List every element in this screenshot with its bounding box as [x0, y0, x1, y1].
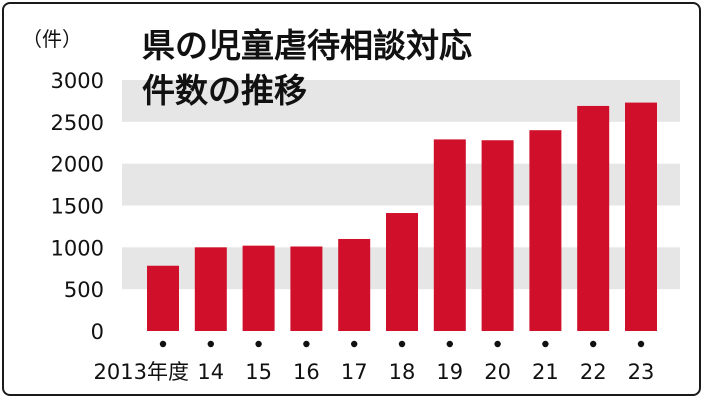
category-dot-marker	[494, 340, 501, 348]
bar	[529, 130, 562, 331]
y-tick-label: 1000	[51, 236, 104, 260]
bar	[433, 139, 466, 331]
category-dot-marker	[637, 340, 645, 348]
x-axis-labels: 2013年度 14 15 16 17 18 19 20 21 22 23	[94, 360, 655, 384]
bar	[577, 105, 610, 331]
bars	[147, 102, 657, 331]
y-tick-label: 0	[91, 320, 104, 344]
y-tick-label: 3000	[51, 69, 104, 93]
x-tick-label: 22	[580, 360, 607, 384]
chart-frame: 0 500 1000 1500 2000 2500 3000 2013年度 14 15 16 17 1…	[2, 2, 701, 396]
y-axis-ticks: 0 500 1000 1500 2000 2500 3000	[51, 69, 104, 344]
x-tick-label: 20	[484, 360, 511, 384]
category-dot-marker	[351, 340, 358, 348]
category-dot-marker	[542, 340, 549, 348]
bar	[386, 213, 418, 331]
bar	[242, 245, 275, 331]
bar	[290, 246, 323, 331]
x-tick-label: 19	[436, 360, 463, 384]
category-dot-marker	[255, 340, 262, 348]
category-markers	[159, 340, 645, 348]
category-dot-marker	[159, 340, 167, 348]
y-tick-label: 2500	[51, 111, 104, 135]
bar	[625, 102, 657, 331]
y-axis-unit-label: （件）	[22, 27, 82, 51]
bar	[481, 140, 514, 331]
chart-title-line-1: 県の児童虐待相談対応	[142, 26, 472, 65]
category-dot-marker	[446, 340, 453, 348]
bar-chart: 0 500 1000 1500 2000 2500 3000 2013年度 14 15 16 17 1…	[22, 26, 680, 384]
x-tick-label: 15	[245, 360, 272, 384]
x-tick-label: 17	[341, 360, 368, 384]
bar	[194, 247, 227, 331]
x-tick-label: 14	[197, 360, 224, 384]
x-tick-label: 18	[389, 360, 416, 384]
category-dot-marker	[303, 340, 310, 348]
y-tick-label: 500	[64, 278, 104, 302]
x-tick-label: 16	[293, 360, 320, 384]
category-dot-marker	[207, 340, 214, 348]
category-dot-marker	[398, 340, 406, 348]
y-tick-label: 1500	[51, 195, 104, 219]
category-dot-marker	[590, 340, 597, 348]
chart-title-line-2: 件数の推移	[142, 71, 307, 110]
bar	[147, 265, 179, 331]
x-tick-label: 2013年度	[94, 360, 189, 384]
bar	[338, 238, 371, 331]
y-tick-label: 2000	[51, 153, 104, 177]
x-tick-label: 21	[532, 360, 559, 384]
x-tick-label: 23	[628, 360, 655, 384]
